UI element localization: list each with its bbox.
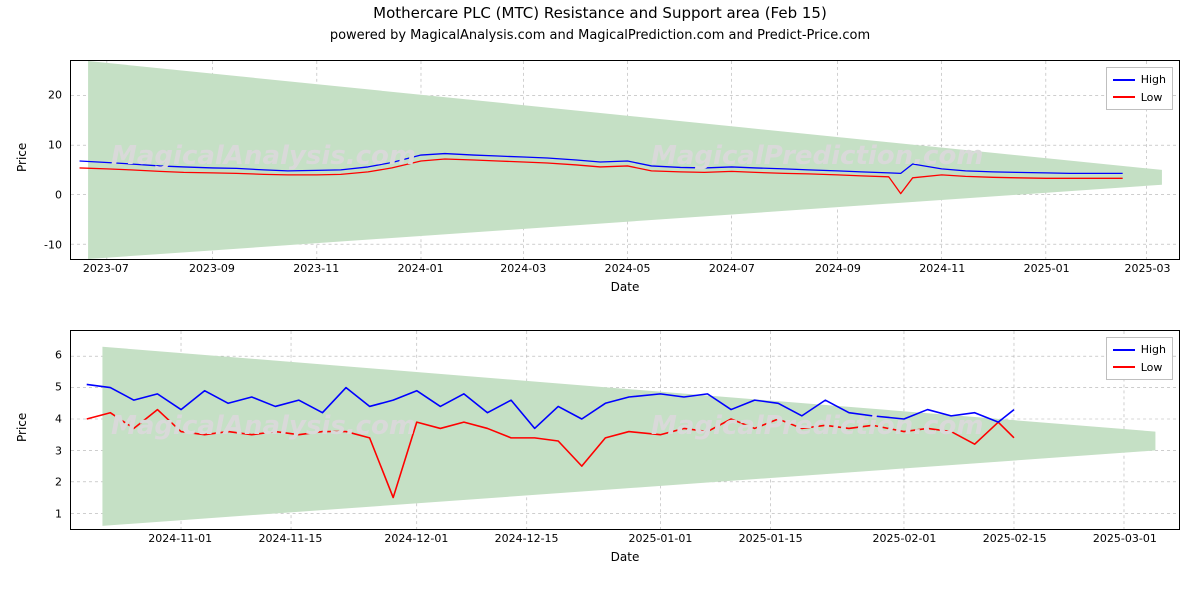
xtick-label: 2024-12-01 bbox=[384, 532, 448, 545]
xtick-label: 2024-01 bbox=[398, 262, 444, 275]
xtick-label: 2024-11-01 bbox=[148, 532, 212, 545]
chart-title: Mothercare PLC (MTC) Resistance and Supp… bbox=[0, 4, 1200, 22]
xtick-label: 2024-05 bbox=[605, 262, 651, 275]
xtick-label: 2023-09 bbox=[189, 262, 235, 275]
xtick-label: 2024-03 bbox=[500, 262, 546, 275]
ytick-label: 10 bbox=[48, 139, 62, 152]
legend-item-low: Low bbox=[1113, 359, 1166, 377]
legend-item-high: High bbox=[1113, 341, 1166, 359]
xtick-label: 2024-07 bbox=[709, 262, 755, 275]
legend-swatch-high bbox=[1113, 349, 1135, 351]
legend-swatch-low bbox=[1113, 96, 1135, 98]
xtick-label: 2023-07 bbox=[83, 262, 129, 275]
ytick-label: -10 bbox=[44, 239, 62, 252]
legend: High Low bbox=[1106, 337, 1173, 380]
legend-label: Low bbox=[1141, 359, 1163, 377]
ytick-label: 6 bbox=[55, 349, 62, 362]
chart-subtitle: powered by MagicalAnalysis.com and Magic… bbox=[0, 28, 1200, 43]
xtick-label: 2025-03 bbox=[1125, 262, 1171, 275]
xtick-label: 2025-02-15 bbox=[983, 532, 1047, 545]
xtick-label: 2025-01-15 bbox=[739, 532, 803, 545]
ytick-label: 2 bbox=[55, 476, 62, 489]
xtick-label: 2025-03-01 bbox=[1093, 532, 1157, 545]
legend-label: Low bbox=[1141, 89, 1163, 107]
bottom-plot-svg bbox=[71, 331, 1179, 529]
legend: High Low bbox=[1106, 67, 1173, 110]
ytick-label: 1 bbox=[55, 508, 62, 521]
ytick-label: 0 bbox=[55, 189, 62, 202]
bottom-xlabel: Date bbox=[70, 550, 1180, 564]
xtick-label: 2023-11 bbox=[293, 262, 339, 275]
xtick-label: 2024-12-15 bbox=[495, 532, 559, 545]
xtick-label: 2025-02-01 bbox=[872, 532, 936, 545]
top-xlabel: Date bbox=[70, 280, 1180, 294]
legend-label: High bbox=[1141, 341, 1166, 359]
legend-item-high: High bbox=[1113, 71, 1166, 89]
legend-swatch-high bbox=[1113, 79, 1135, 81]
legend-swatch-low bbox=[1113, 366, 1135, 368]
figure-root: Mothercare PLC (MTC) Resistance and Supp… bbox=[0, 0, 1200, 600]
bottom-ytick-labels: 1 2 3 4 5 6 bbox=[0, 330, 62, 530]
xtick-label: 2025-01-01 bbox=[628, 532, 692, 545]
legend-item-low: Low bbox=[1113, 89, 1166, 107]
ytick-label: 3 bbox=[55, 444, 62, 457]
legend-label: High bbox=[1141, 71, 1166, 89]
ytick-label: 5 bbox=[55, 381, 62, 394]
top-plot-svg bbox=[71, 61, 1179, 259]
xtick-label: 2025-01 bbox=[1024, 262, 1070, 275]
top-ytick-labels: -10 0 10 20 bbox=[0, 60, 62, 260]
bottom-panel: MagicalAnalysis.com MagicalPrediction.co… bbox=[70, 330, 1180, 530]
ytick-label: 20 bbox=[48, 89, 62, 102]
xtick-label: 2024-09 bbox=[815, 262, 861, 275]
ytick-label: 4 bbox=[55, 412, 62, 425]
xtick-label: 2024-11-15 bbox=[258, 532, 322, 545]
top-panel: MagicalAnalysis.com MagicalPrediction.co… bbox=[70, 60, 1180, 260]
xtick-label: 2024-11 bbox=[919, 262, 965, 275]
